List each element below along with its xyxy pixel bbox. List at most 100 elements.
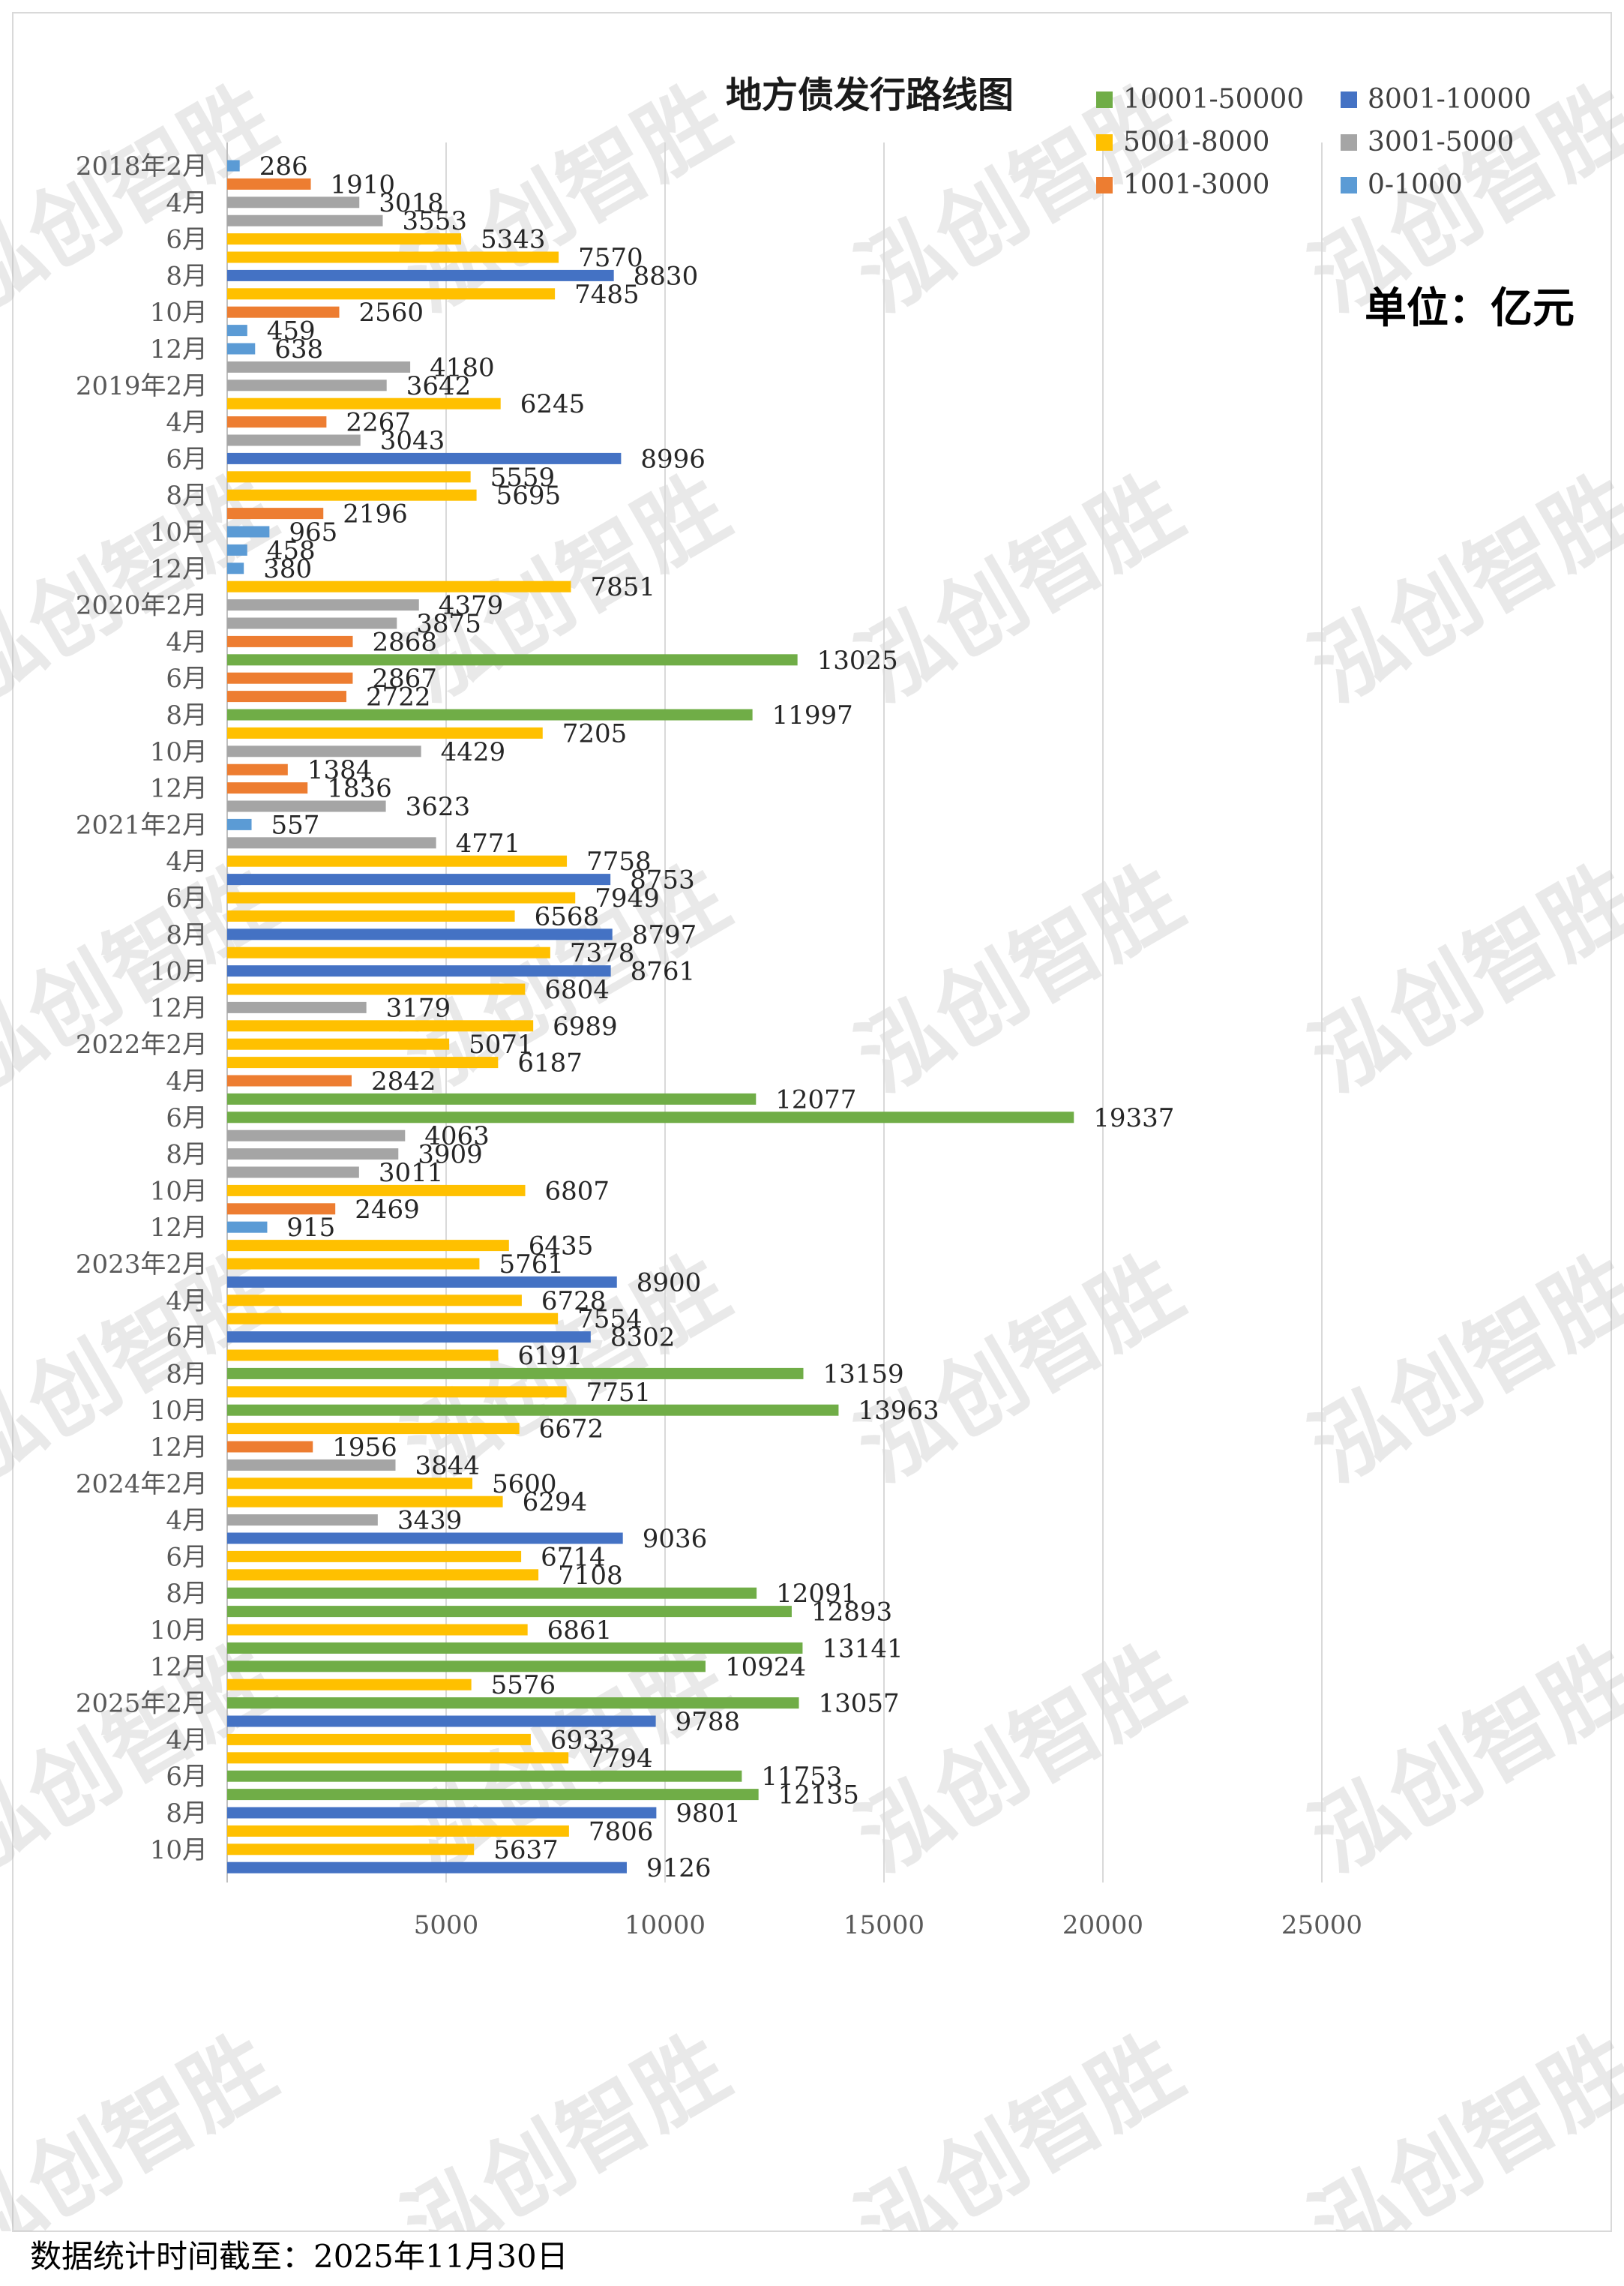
data-label: 459	[267, 316, 316, 346]
bar	[227, 1331, 591, 1343]
bar	[227, 1697, 799, 1709]
data-label: 3043	[380, 426, 445, 456]
bar	[227, 416, 327, 428]
bar	[227, 1386, 567, 1398]
data-label: 7378	[570, 938, 635, 968]
bar	[227, 1112, 1074, 1124]
bar	[227, 910, 515, 922]
y-tick-label: 8月	[166, 1359, 208, 1389]
bar	[227, 1075, 352, 1087]
data-label: 8753	[630, 866, 695, 896]
data-label: 6294	[523, 1487, 588, 1517]
data-label: 638	[274, 334, 323, 364]
data-label: 2722	[366, 682, 431, 712]
watermark-text: 泓创智胜	[840, 2015, 1199, 2231]
legend-swatch	[1096, 134, 1113, 151]
bar	[227, 343, 256, 355]
bar	[227, 672, 353, 684]
bar	[227, 526, 270, 538]
bar	[227, 1441, 313, 1453]
watermark-text: 泓创智胜	[0, 2015, 291, 2231]
bar	[227, 1478, 473, 1490]
bar	[227, 1587, 757, 1599]
data-label: 7949	[595, 884, 660, 914]
bar	[227, 709, 753, 721]
bar	[227, 489, 477, 501]
chart-frame	[12, 12, 1612, 2232]
bar	[227, 965, 611, 977]
data-label: 13025	[817, 646, 898, 676]
data-label: 3439	[397, 1506, 463, 1536]
bar	[227, 727, 543, 739]
y-tick-label: 10月	[150, 1835, 208, 1865]
bar	[227, 1624, 528, 1636]
bar	[227, 269, 614, 281]
bar	[227, 928, 613, 940]
data-label: 12135	[778, 1780, 859, 1810]
y-tick-label: 6月	[166, 1762, 208, 1792]
y-tick-label: 2023年2月	[76, 1250, 208, 1280]
bar	[227, 1312, 559, 1324]
data-label: 5600	[492, 1469, 557, 1499]
y-tick-label: 2018年2月	[76, 152, 208, 182]
bar	[227, 1550, 522, 1562]
bar	[227, 1367, 804, 1379]
y-tick-label: 6月	[166, 1103, 208, 1133]
bar	[227, 306, 340, 318]
x-tick-labels: 5000 10000 15000 20000 25000	[414, 1910, 1362, 1940]
data-label: 3011	[379, 1158, 444, 1188]
unit-label: 单位：亿元	[1365, 284, 1575, 333]
data-label: 6191	[518, 1341, 583, 1371]
data-label: 5559	[490, 463, 556, 493]
data-label: 458	[267, 536, 316, 566]
data-label: 13159	[822, 1359, 903, 1389]
watermark-text: 泓创智胜	[1294, 2015, 1624, 2231]
bar	[227, 380, 387, 392]
y-tick-label: 6月	[166, 1323, 208, 1353]
data-label: 1836	[327, 774, 392, 804]
bar	[227, 1459, 396, 1471]
legend-swatch	[1341, 92, 1357, 108]
data-label: 13057	[819, 1689, 900, 1719]
data-label: 7806	[589, 1816, 654, 1846]
bar	[227, 1349, 499, 1361]
data-label: 5637	[493, 1835, 559, 1865]
data-label: 8302	[610, 1323, 676, 1353]
y-tick-label: 8月	[166, 481, 208, 511]
bar	[227, 818, 252, 830]
data-label: 7554	[577, 1304, 643, 1334]
bar	[227, 1020, 534, 1032]
watermark-text: 泓创智胜	[1294, 1625, 1624, 1892]
y-tick-label: 12月	[150, 774, 208, 804]
data-label: 6933	[550, 1725, 616, 1755]
legend-label: 10001-50000	[1123, 84, 1304, 115]
y-tick-label: 12月	[150, 1432, 208, 1462]
data-label: 12091	[776, 1579, 857, 1609]
data-label: 2867	[372, 664, 437, 694]
bar	[227, 1221, 268, 1233]
bar	[227, 1752, 569, 1764]
watermark-text: 泓创智胜	[840, 455, 1199, 722]
data-label: 4379	[439, 591, 504, 621]
bar	[227, 508, 324, 520]
data-label: 9036	[643, 1524, 708, 1554]
y-tick-label: 4月	[166, 627, 208, 657]
bar	[227, 1240, 509, 1252]
y-tick-label: 2020年2月	[76, 591, 208, 621]
data-label: 6245	[520, 389, 586, 419]
y-tick-label: 8月	[166, 1579, 208, 1609]
watermark-text: 泓创智胜	[1294, 455, 1624, 722]
y-tick-label: 8月	[166, 700, 208, 730]
data-label: 3018	[379, 188, 444, 218]
data-label: 8761	[631, 957, 696, 987]
data-label: 286	[259, 152, 308, 182]
data-label: 5576	[491, 1670, 556, 1700]
bar	[227, 1203, 336, 1215]
data-label: 5695	[496, 481, 562, 511]
bar	[227, 1496, 503, 1508]
legend-label: 3001-5000	[1368, 127, 1514, 158]
data-label: 7485	[574, 280, 640, 310]
y-tick-label: 8月	[166, 1798, 208, 1828]
data-label: 5761	[499, 1250, 564, 1280]
